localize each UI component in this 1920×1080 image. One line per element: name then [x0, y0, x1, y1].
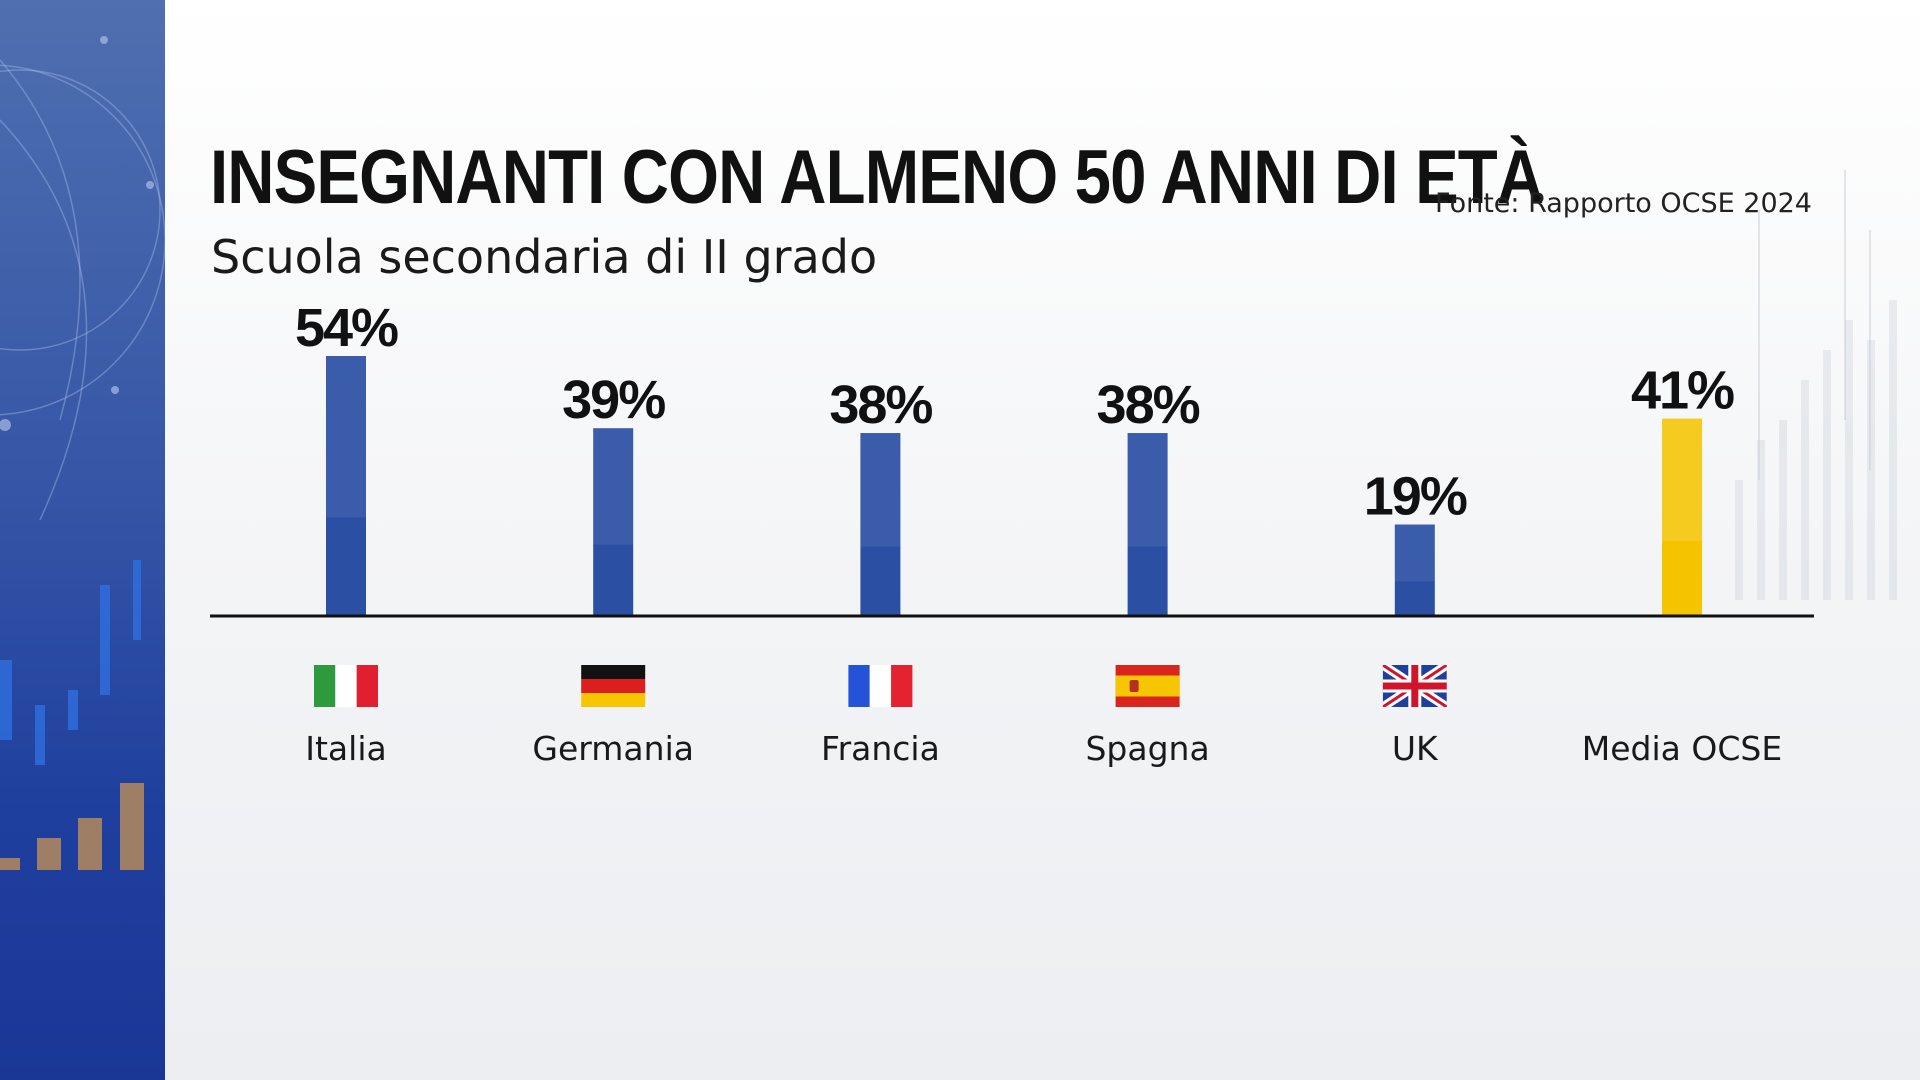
side-decoration-graphic: [0, 36, 165, 870]
bar-shade-germania: [593, 428, 634, 545]
category-label-germania: Germania: [532, 729, 694, 768]
background-candlestick-decoration: [1735, 170, 1897, 600]
category-label-spagna: Spagna: [1085, 729, 1209, 768]
bar-media-ocse: [1662, 418, 1702, 616]
bar-uk: [1394, 524, 1435, 616]
value-label-media-ocse: 41%: [1631, 361, 1734, 421]
category-label-uk: UK: [1392, 729, 1439, 768]
source-note: Fonte: Rapporto OCSE 2024: [1435, 188, 1812, 219]
value-label-uk: 19%: [1364, 467, 1467, 527]
bar-francia: [860, 433, 901, 616]
bar-spagna: [1127, 433, 1168, 616]
germany-flag-icon: [581, 665, 646, 707]
value-label-italia: 54%: [295, 298, 398, 358]
bar-shade-francia: [860, 433, 901, 547]
bar-shade-spagna: [1127, 433, 1168, 547]
bar-germania: [593, 428, 634, 616]
bar-shade-italia: [326, 356, 366, 518]
italy-flag-icon: [314, 665, 378, 707]
france-flag-icon: [848, 665, 913, 707]
value-label-francia: 38%: [829, 375, 932, 435]
category-label-media-ocse: Media OCSE: [1582, 729, 1782, 768]
chart-title: INSEGNANTI CON ALMENO 50 ANNI DI ETÀ: [210, 135, 1544, 220]
uk-flag-icon: [1382, 665, 1447, 707]
spain-flag-icon: [1115, 665, 1180, 707]
value-label-spagna: 38%: [1097, 375, 1200, 435]
bar-shade-media-ocse: [1662, 418, 1702, 541]
value-label-germania: 39%: [562, 370, 665, 430]
category-label-italia: Italia: [305, 729, 386, 768]
bar-italia: [326, 356, 366, 616]
bar-shade-uk: [1394, 524, 1435, 582]
chart-subtitle: Scuola secondaria di II grado: [211, 230, 878, 284]
category-label-francia: Francia: [821, 729, 940, 768]
side-decoration-panel: [0, 0, 165, 1080]
main-panel: [165, 0, 1920, 1080]
